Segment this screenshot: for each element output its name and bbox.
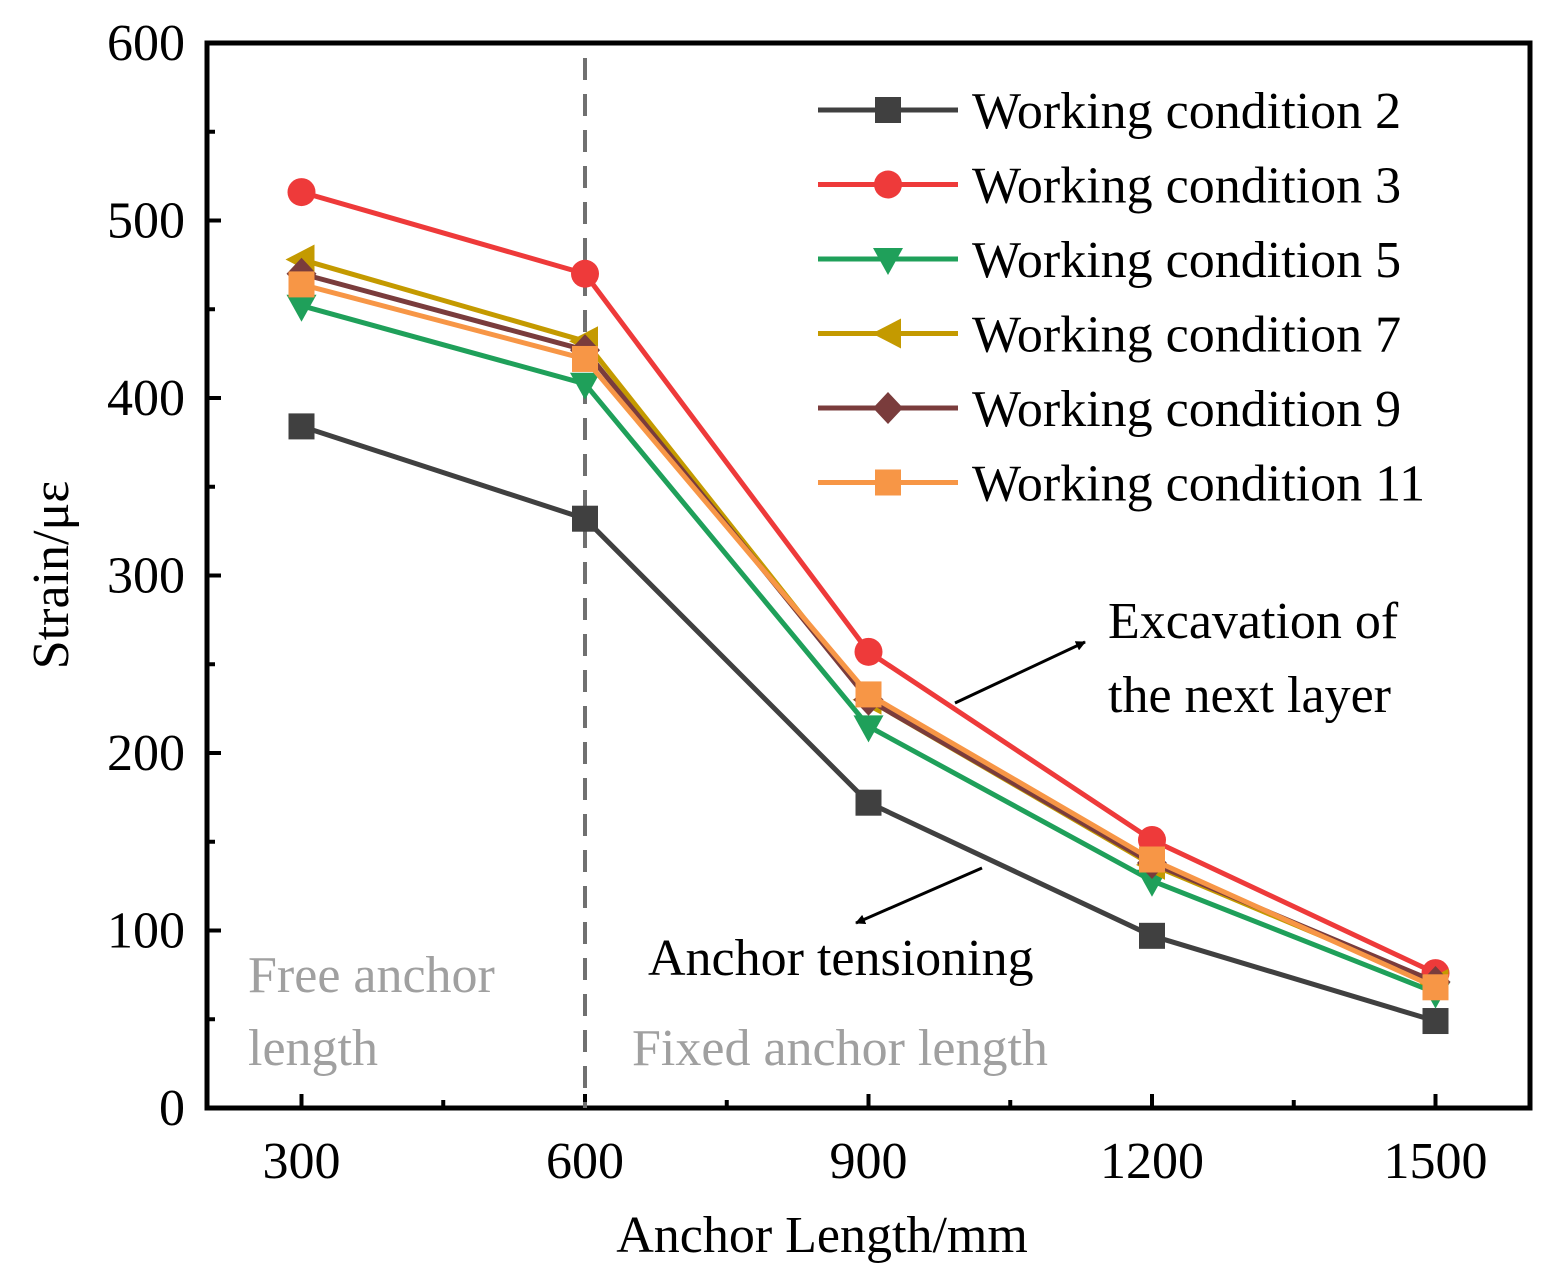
x-tick-label: 1200: [1100, 1133, 1204, 1190]
legend-label: Working condition 3: [972, 158, 1401, 215]
data-point: [855, 681, 882, 708]
legend-swatch-marker: [872, 318, 901, 349]
y-tick-label: 400: [107, 370, 185, 427]
y-tick-label: 100: [107, 903, 185, 960]
free-anchor-label-line1: Free anchor: [248, 947, 495, 1004]
excavation-annotation-line1: Excavation of: [1108, 593, 1399, 650]
legend-label: Working condition 11: [972, 456, 1425, 513]
data-point: [288, 413, 315, 440]
x-tick-label: 300: [263, 1133, 341, 1190]
series-layer: [285, 178, 1451, 1035]
x-tick-label: 1500: [1384, 1133, 1488, 1190]
legend-entry: Working condition 2: [818, 83, 1401, 140]
y-tick-label: 200: [107, 725, 185, 782]
x-tick-label: 600: [546, 1133, 624, 1190]
axis-ticks: 300 600 900 1200 1500 0 100 200 300 400 500 600: [107, 15, 1488, 1190]
series-6: [288, 271, 1449, 1001]
data-point: [1422, 974, 1449, 1001]
y-tick-label: 600: [107, 15, 185, 72]
data-point: [287, 178, 316, 207]
excavation-annotation-line2: the next layer: [1108, 667, 1391, 724]
y-tick-label: 0: [159, 1080, 185, 1137]
legend-label: Working condition 9: [972, 381, 1401, 438]
data-point: [288, 271, 315, 298]
legend-entry: Working condition 11: [818, 456, 1425, 513]
y-tick-label: 300: [107, 548, 185, 605]
free-anchor-label-line2: length: [248, 1020, 378, 1077]
excavation-arrow: [954, 640, 1086, 705]
legend-label: Working condition 2: [972, 83, 1401, 140]
data-point: [1139, 922, 1165, 949]
data-point: [570, 372, 600, 400]
y-axis-title: Strain/με: [23, 481, 80, 669]
data-point: [854, 637, 883, 666]
x-axis-title: Anchor Length/mm: [616, 1207, 1028, 1264]
y-tick-label: 500: [107, 193, 185, 250]
data-point: [853, 715, 884, 743]
fixed-anchor-label: Fixed anchor length: [632, 1020, 1048, 1077]
legend-entry: Working condition 3: [818, 158, 1401, 215]
legend-swatch-marker: [875, 469, 901, 496]
data-point: [1422, 1008, 1449, 1035]
data-point: [855, 789, 882, 816]
tensioning-arrow: [855, 866, 983, 925]
legend-label: Working condition 7: [972, 307, 1401, 364]
legend-entry: Working condition 5: [818, 232, 1401, 289]
legend-entry: Working condition 7: [818, 307, 1401, 364]
data-point: [571, 259, 599, 288]
legend: Working condition 2 Working condition 3 Wo…: [818, 83, 1425, 513]
tensioning-annotation: Anchor tensioning: [648, 930, 1034, 987]
legend-swatch-marker: [873, 392, 903, 424]
series-1: [288, 413, 1449, 1035]
data-point: [286, 294, 317, 322]
legend-label: Working condition 5: [972, 232, 1401, 289]
x-tick-label: 900: [830, 1133, 908, 1190]
legend-swatch-marker: [873, 248, 903, 275]
data-point: [1139, 846, 1165, 873]
legend-swatch-marker: [874, 170, 902, 199]
legend-entry: Working condition 9: [818, 381, 1401, 438]
legend-swatch-marker: [875, 97, 901, 123]
data-point: [572, 345, 598, 372]
data-point: [572, 505, 598, 532]
series-2: [287, 178, 1450, 988]
